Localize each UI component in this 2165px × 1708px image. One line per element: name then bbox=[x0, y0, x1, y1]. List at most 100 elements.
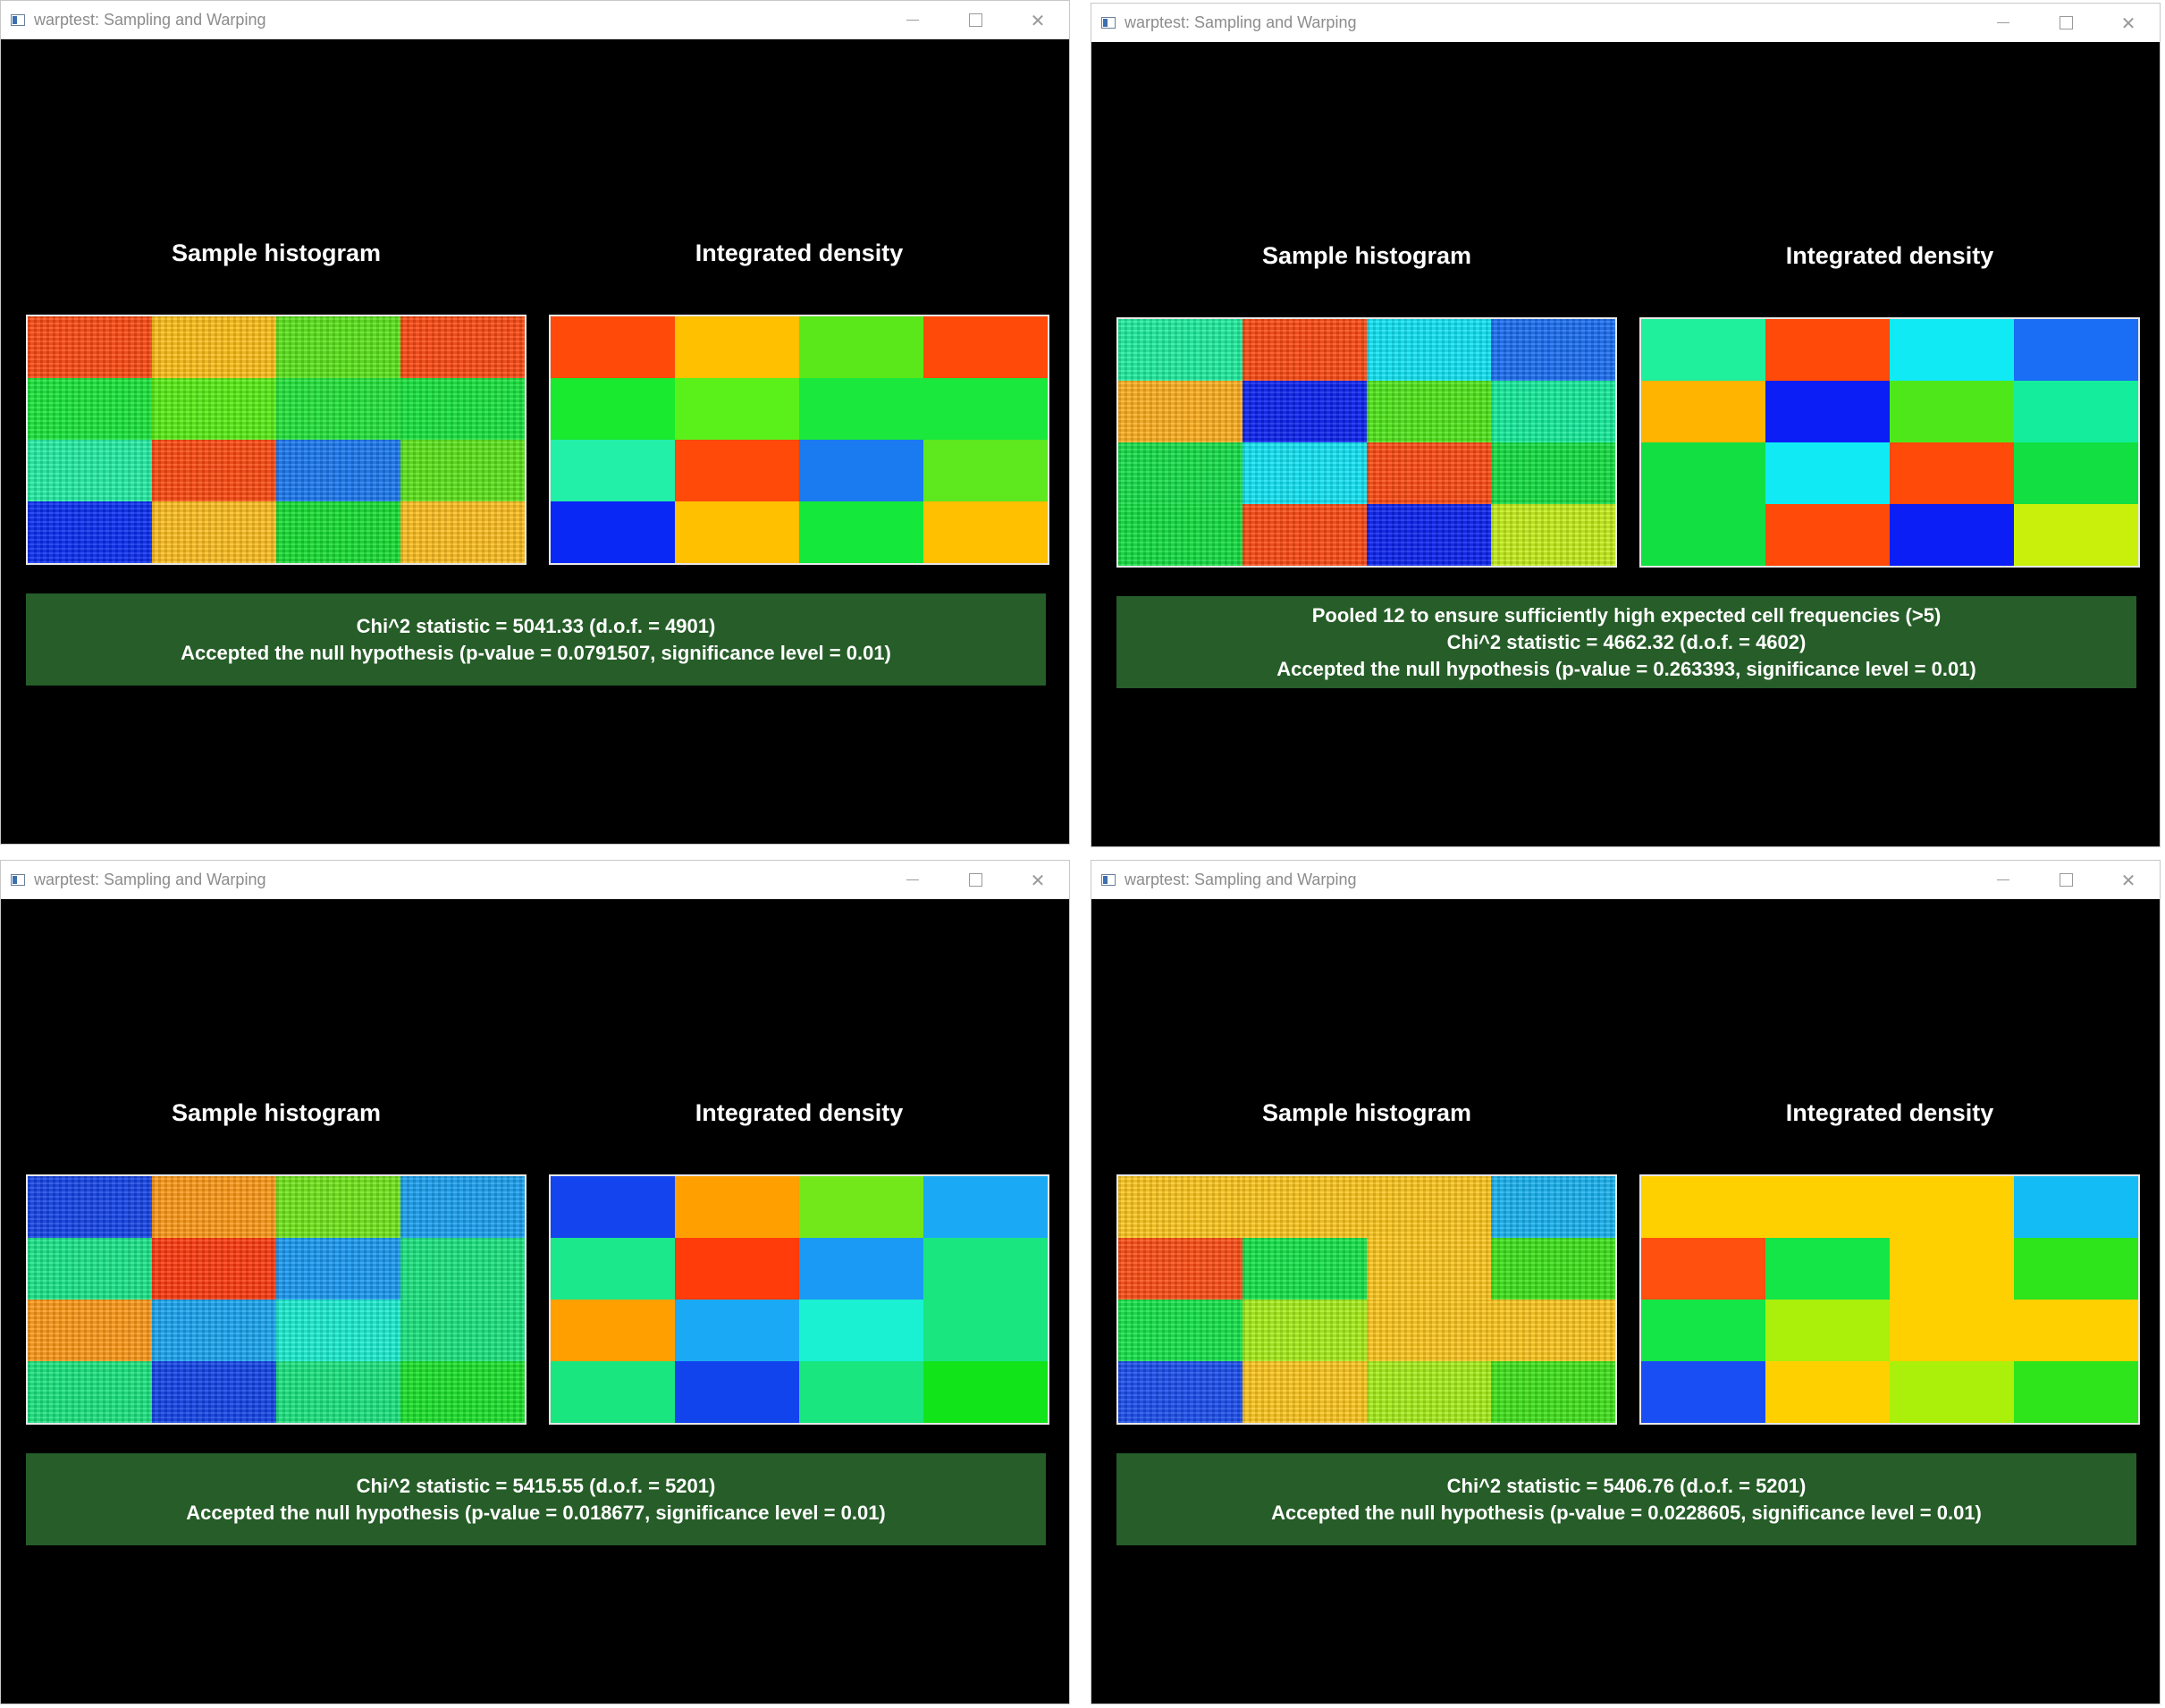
histogram-cell bbox=[675, 1361, 799, 1423]
sample-histogram-label: Sample histogram bbox=[171, 240, 382, 266]
histogram-cell bbox=[1641, 442, 1765, 504]
histogram-cell bbox=[1890, 1238, 2014, 1300]
close-icon[interactable]: ✕ bbox=[2120, 869, 2136, 891]
histogram-cell bbox=[675, 378, 799, 440]
histogram-cell bbox=[799, 440, 923, 501]
title-bar[interactable]: warptest: Sampling and Warping ✕ bbox=[1, 1, 1069, 39]
histogram-cell bbox=[923, 440, 1048, 501]
histogram-cell bbox=[551, 1300, 675, 1361]
histogram-cell bbox=[276, 378, 400, 440]
window-top-right[interactable]: warptest: Sampling and Warping ✕ Sample … bbox=[1091, 3, 2161, 847]
histogram-cell bbox=[400, 1300, 525, 1361]
histogram-cell bbox=[276, 440, 400, 501]
histogram-cell bbox=[400, 378, 525, 440]
histogram-cell bbox=[551, 316, 675, 378]
window-bottom-right[interactable]: warptest: Sampling and Warping ✕ Sample … bbox=[1091, 860, 2161, 1704]
histogram-cell bbox=[1491, 1300, 1615, 1361]
histogram-cell bbox=[551, 1238, 675, 1300]
histogram-cell bbox=[1641, 1361, 1765, 1423]
histogram-cell bbox=[1765, 319, 1890, 381]
histogram-cell bbox=[152, 316, 276, 378]
histogram-cell bbox=[1118, 442, 1243, 504]
close-icon[interactable]: ✕ bbox=[1030, 869, 1046, 891]
histogram-cell bbox=[2014, 504, 2138, 566]
title-bar[interactable]: warptest: Sampling and Warping ✕ bbox=[1091, 4, 2160, 42]
render-canvas: Sample histogram Integrated density Chi^… bbox=[1, 899, 1069, 1704]
histogram-cell bbox=[1765, 1300, 1890, 1361]
histogram-cell bbox=[799, 316, 923, 378]
histogram-cell bbox=[1367, 1176, 1491, 1238]
histogram-cell bbox=[923, 501, 1048, 563]
histogram-cell bbox=[1491, 442, 1615, 504]
histogram-cell bbox=[1765, 381, 1890, 442]
histogram-cell bbox=[1890, 1300, 2014, 1361]
maximize-icon[interactable] bbox=[944, 1, 1007, 39]
app-icon bbox=[1101, 17, 1116, 29]
result-line: Chi^2 statistic = 5406.76 (d.o.f. = 5201… bbox=[1446, 1474, 1807, 1497]
window-top-left[interactable]: warptest: Sampling and Warping ✕ Sample … bbox=[0, 0, 1070, 845]
histogram-cell bbox=[1765, 442, 1890, 504]
histogram-cell bbox=[1243, 1176, 1367, 1238]
result-line: Accepted the null hypothesis (p-value = … bbox=[186, 1501, 886, 1524]
title-bar[interactable]: warptest: Sampling and Warping ✕ bbox=[1091, 861, 2160, 899]
window-title: warptest: Sampling and Warping bbox=[1125, 13, 1357, 31]
histogram-cell bbox=[28, 501, 152, 563]
histogram-cell bbox=[799, 1176, 923, 1238]
app-icon bbox=[11, 874, 25, 886]
histogram-cell bbox=[675, 440, 799, 501]
maximize-icon[interactable] bbox=[2034, 4, 2097, 42]
histogram-cell bbox=[799, 501, 923, 563]
window-bottom-left[interactable]: warptest: Sampling and Warping ✕ Sample … bbox=[0, 860, 1070, 1704]
title-bar[interactable]: warptest: Sampling and Warping ✕ bbox=[1, 861, 1069, 899]
histogram-cell bbox=[551, 1176, 675, 1238]
histogram-cell bbox=[551, 440, 675, 501]
histogram-cell bbox=[1367, 381, 1491, 442]
histogram-cell bbox=[1765, 504, 1890, 566]
histogram-cell bbox=[400, 316, 525, 378]
close-icon[interactable]: ✕ bbox=[2120, 12, 2136, 34]
histogram-cell bbox=[28, 1300, 152, 1361]
histogram-cell bbox=[2014, 442, 2138, 504]
histogram-cell bbox=[1367, 442, 1491, 504]
histogram-cell bbox=[551, 1361, 675, 1423]
histogram-cell bbox=[28, 440, 152, 501]
histogram-cell bbox=[799, 1361, 923, 1423]
integrated-density bbox=[549, 1174, 1049, 1425]
minimize-icon[interactable] bbox=[1972, 861, 2034, 899]
histogram-cell bbox=[1367, 1238, 1491, 1300]
histogram-cell bbox=[400, 1361, 525, 1423]
histogram-cell bbox=[675, 501, 799, 563]
minimize-icon[interactable] bbox=[881, 861, 944, 899]
histogram-cell bbox=[2014, 319, 2138, 381]
histogram-cell bbox=[1243, 504, 1367, 566]
minimize-icon[interactable] bbox=[881, 1, 944, 39]
minimize-icon[interactable] bbox=[1972, 4, 2034, 42]
integrated-density-label: Integrated density bbox=[695, 1099, 904, 1126]
histogram-cell bbox=[1765, 1176, 1890, 1238]
histogram-cell bbox=[1118, 1176, 1243, 1238]
window-controls: ✕ bbox=[1972, 861, 2160, 899]
integrated-density-label: Integrated density bbox=[695, 240, 904, 266]
close-icon[interactable]: ✕ bbox=[1030, 9, 1046, 31]
window-controls: ✕ bbox=[1972, 4, 2160, 42]
histogram-cell bbox=[1243, 1238, 1367, 1300]
result-line: Pooled 12 to ensure sufficiently high ex… bbox=[1311, 603, 1942, 627]
integrated-density-label: Integrated density bbox=[1785, 242, 1994, 269]
histogram-cell bbox=[923, 378, 1048, 440]
maximize-icon[interactable] bbox=[944, 861, 1007, 899]
histogram-cell bbox=[276, 501, 400, 563]
window-title: warptest: Sampling and Warping bbox=[1125, 871, 1357, 888]
maximize-icon[interactable] bbox=[2034, 861, 2097, 899]
histogram-cell bbox=[152, 1176, 276, 1238]
histogram-cell bbox=[1890, 504, 2014, 566]
histogram-cell bbox=[152, 501, 276, 563]
app-icon bbox=[11, 14, 25, 26]
histogram-cell bbox=[799, 1238, 923, 1300]
histogram-cell bbox=[1243, 1300, 1367, 1361]
histogram-cell bbox=[276, 1361, 400, 1423]
sample-histogram bbox=[26, 1174, 527, 1425]
window-title: warptest: Sampling and Warping bbox=[34, 871, 266, 888]
histogram-cell bbox=[1243, 1361, 1367, 1423]
histogram-cell bbox=[1118, 1300, 1243, 1361]
window-controls: ✕ bbox=[881, 1, 1069, 39]
